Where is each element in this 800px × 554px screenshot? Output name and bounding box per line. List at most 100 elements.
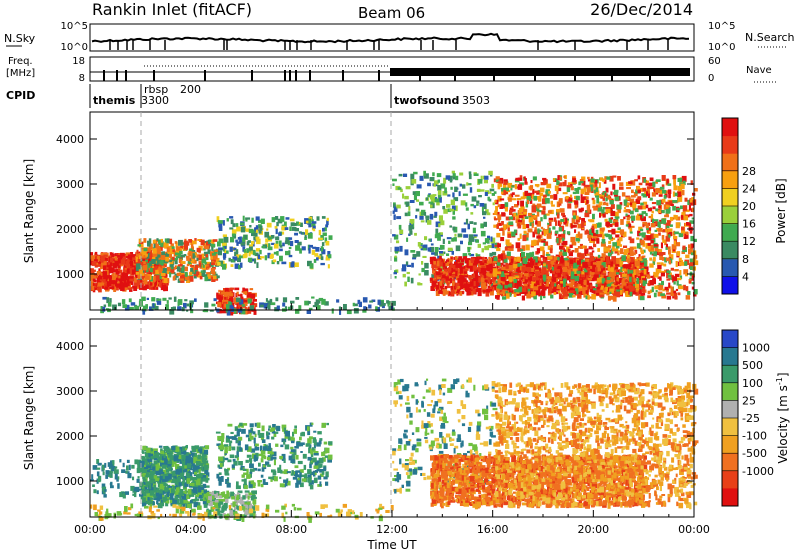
- range-gate-cell: [566, 185, 572, 188]
- range-gate-cell: [126, 276, 129, 282]
- range-gate-cell: [243, 291, 248, 295]
- range-gate-cell: [305, 229, 309, 235]
- range-gate-cell: [322, 227, 325, 232]
- range-gate-cell: [212, 239, 218, 242]
- range-gate-cell: [576, 270, 581, 274]
- range-gate-cell: [369, 300, 374, 303]
- range-gate-cell: [101, 282, 105, 287]
- range-gate-cell: [505, 273, 510, 278]
- range-gate-cell: [652, 257, 656, 262]
- range-gate-cell: [681, 251, 685, 254]
- range-gate-cell: [601, 271, 607, 275]
- range-gate-cell: [521, 245, 526, 251]
- range-gate-cell: [237, 257, 241, 263]
- range-gate-cell: [436, 276, 441, 279]
- range-gate-cell: [439, 252, 444, 256]
- range-gate-cell: [429, 277, 433, 281]
- range-gate-cell: [534, 190, 540, 194]
- range-gate-cell: [614, 275, 618, 281]
- range-gate-cell: [236, 254, 242, 259]
- range-gate-cell: [394, 270, 397, 274]
- range-gate-cell: [615, 284, 620, 288]
- range-gate-cell: [112, 275, 116, 280]
- range-gate-cell: [676, 216, 681, 221]
- range-gate-cell: [273, 243, 279, 249]
- range-gate-cell: [689, 230, 693, 234]
- range-gate-cell: [630, 225, 635, 228]
- range-gate-cell: [522, 224, 527, 230]
- range-gate-cell: [245, 228, 251, 232]
- range-gate-cell: [614, 211, 619, 217]
- range-gate-cell: [189, 276, 194, 282]
- range-gate-cell: [436, 260, 440, 267]
- range-gate-cell: [584, 212, 590, 218]
- range-gate-cell: [134, 266, 138, 271]
- range-gate-cell: [629, 273, 632, 279]
- range-gate-cell: [267, 246, 273, 251]
- range-gate-cell: [599, 227, 604, 231]
- range-gate-cell: [609, 197, 612, 202]
- range-gate-cell: [636, 257, 640, 261]
- range-gate-cell: [432, 270, 438, 275]
- range-gate-cell: [534, 184, 540, 187]
- range-gate-cell: [572, 268, 578, 274]
- range-gate-cell: [562, 181, 567, 187]
- range-gate-cell: [454, 186, 458, 192]
- freq-right-tick-bottom: 0: [708, 73, 714, 84]
- range-gate-cell: [523, 273, 529, 277]
- range-gate-cell: [615, 280, 618, 286]
- range-gate-cell: [249, 244, 254, 247]
- range-gate-cell: [621, 279, 626, 286]
- range-gate-cell: [489, 279, 493, 285]
- range-gate-cell: [514, 282, 517, 285]
- range-gate-cell: [643, 269, 647, 275]
- range-gate-cell: [622, 231, 627, 237]
- range-gate-cell: [140, 273, 144, 279]
- range-gate-cell: [189, 300, 194, 305]
- range-gate-cell: [275, 236, 279, 241]
- range-gate-cell: [278, 240, 282, 247]
- range-gate-cell: [421, 209, 426, 216]
- range-gate-cell: [537, 206, 540, 209]
- range-gate-cell: [553, 292, 557, 295]
- range-gate-cell: [438, 289, 441, 292]
- range-gate-cell: [444, 266, 448, 269]
- range-gate-cell: [492, 268, 498, 272]
- range-gate-cell: [100, 309, 104, 314]
- range-gate-cell: [461, 228, 467, 233]
- range-gate-cell: [541, 231, 544, 236]
- range-gate-cell: [267, 303, 271, 310]
- range-gate-cell: [598, 261, 604, 268]
- range-gate-cell: [93, 259, 98, 262]
- range-gate-cell: [507, 182, 513, 189]
- range-gate-cell: [666, 243, 668, 248]
- range-gate-cell: [691, 275, 695, 281]
- range-gate-cell: [212, 275, 217, 280]
- range-gate-cell: [663, 263, 667, 267]
- range-gate-cell: [526, 252, 531, 259]
- range-gate-cell: [138, 262, 144, 266]
- range-gate-cell: [502, 256, 507, 260]
- range-gate-cell: [624, 199, 627, 206]
- range-gate-cell: [624, 269, 629, 272]
- range-gate-cell: [514, 184, 517, 190]
- range-gate-cell: [245, 219, 248, 222]
- range-gate-cell: [548, 219, 554, 222]
- range-gate-cell: [194, 264, 198, 270]
- range-gate-cell: [644, 191, 647, 195]
- range-gate-cell: [312, 225, 316, 229]
- range-gate-cell: [321, 242, 325, 247]
- range-gate-cell: [276, 251, 279, 256]
- range-gate-cell: [515, 214, 519, 219]
- range-gate-cell: [163, 277, 168, 283]
- freq-label-line2: [MHz]: [6, 68, 35, 79]
- range-gate-cell: [606, 260, 610, 265]
- range-gate-cell: [588, 265, 593, 269]
- range-gate-cell: [632, 291, 635, 295]
- range-gate-cell: [449, 208, 454, 212]
- range-gate-cell: [540, 281, 544, 286]
- range-gate-cell: [613, 191, 619, 195]
- range-gate-cell: [607, 252, 612, 257]
- range-gate-cell: [429, 256, 434, 262]
- range-gate-cell: [545, 192, 550, 197]
